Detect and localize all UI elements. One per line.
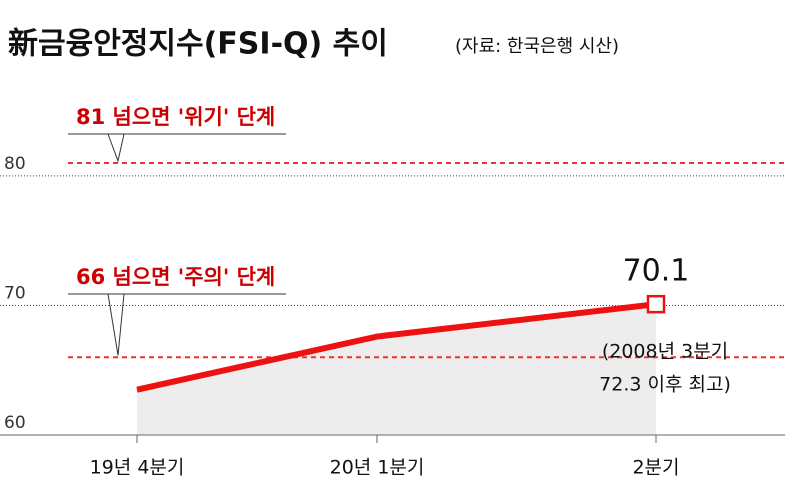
area <box>137 304 656 435</box>
value-label: 70.1 <box>623 254 690 289</box>
leader <box>68 293 286 356</box>
threshold-label: 81 넘으면 '위기' 단계 <box>76 105 275 129</box>
chart-subtitle: (자료: 한국은행 시산) <box>455 36 619 57</box>
marker <box>646 294 666 314</box>
y-tick-label: 70 <box>4 283 26 303</box>
threshold-label: 66 넘으면 '주의' 단계 <box>76 265 275 289</box>
chart-title: 新금융안정지수(FSI-Q) 추이 <box>8 27 388 62</box>
note: 72.3 이후 최고) <box>599 374 731 396</box>
line <box>136 301 657 393</box>
note: (2008년 3분기 <box>602 341 728 363</box>
x-tick-label: 2분기 <box>632 457 679 479</box>
x-tick-label: 19년 4분기 <box>90 457 185 479</box>
y-tick-label: 80 <box>4 154 26 174</box>
x-tick-label: 20년 1분기 <box>330 457 425 479</box>
y-tick-label: 60 <box>4 413 26 433</box>
leader <box>68 133 286 163</box>
